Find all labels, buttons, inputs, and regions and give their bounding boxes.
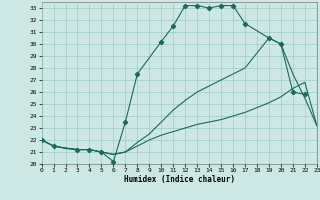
X-axis label: Humidex (Indice chaleur): Humidex (Indice chaleur) bbox=[124, 175, 235, 184]
